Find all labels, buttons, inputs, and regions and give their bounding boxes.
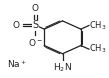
Text: CH$_3$: CH$_3$ bbox=[89, 19, 107, 32]
Text: O: O bbox=[13, 21, 20, 30]
Text: S: S bbox=[32, 20, 38, 30]
Text: Na$^+$: Na$^+$ bbox=[7, 58, 27, 70]
Text: O$^-$: O$^-$ bbox=[28, 37, 43, 48]
Text: H$_2$N: H$_2$N bbox=[53, 62, 72, 74]
Text: O: O bbox=[32, 4, 39, 13]
Text: CH$_3$: CH$_3$ bbox=[89, 43, 107, 55]
